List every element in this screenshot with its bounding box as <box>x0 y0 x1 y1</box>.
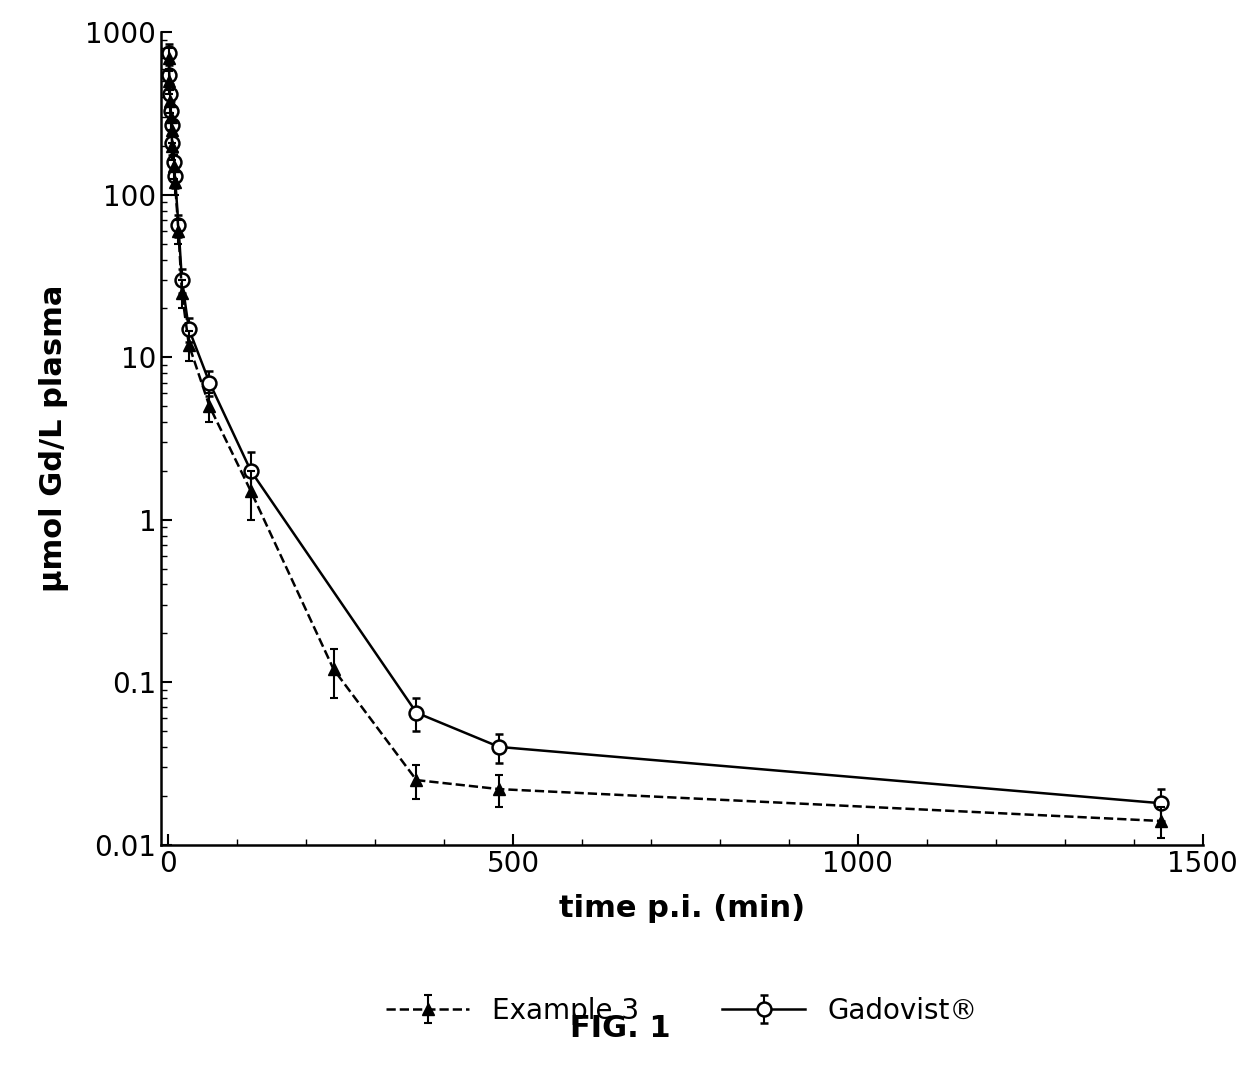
X-axis label: time p.i. (min): time p.i. (min) <box>559 895 805 924</box>
Y-axis label: μmol Gd/L plasma: μmol Gd/L plasma <box>38 285 68 592</box>
Text: FIG. 1: FIG. 1 <box>569 1015 671 1043</box>
Legend: Example 3, Gadovist®: Example 3, Gadovist® <box>386 996 978 1025</box>
